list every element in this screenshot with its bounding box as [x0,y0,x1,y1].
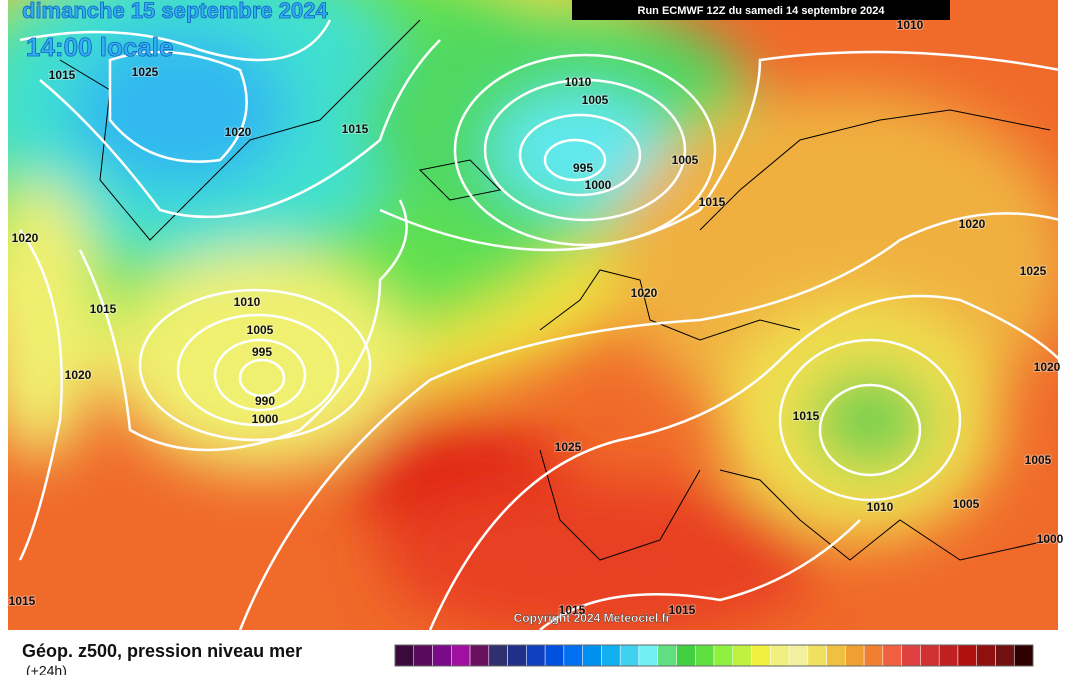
isobar-label: 1015 [559,603,586,617]
color-swatch [526,644,546,667]
color-swatch [451,644,471,667]
color-swatch [976,644,996,667]
forecast-date: dimanche 15 septembre 2024 [22,0,328,23]
color-swatch [694,644,715,667]
isobar-label: 1020 [225,125,252,139]
isobar-label: 1015 [669,603,696,617]
isobar-label: 1025 [1020,264,1047,278]
color-swatch [845,644,865,667]
isobar-label: 1005 [247,323,274,337]
isobar-label: 1020 [65,368,92,382]
run-banner [572,0,950,20]
isobar-label: 1020 [631,286,658,300]
color-scale-border [394,644,1034,667]
isobar-label: 990 [255,394,275,408]
isobar-label: 1000 [1037,532,1064,546]
color-swatch [882,644,902,667]
color-swatch [638,644,658,667]
copyright: Copyright 2024 Meteociel.fr [514,611,671,625]
isobar-label: 1020 [959,217,986,231]
color-swatch [544,644,565,667]
color-swatch [657,644,677,667]
color-swatch [863,644,884,667]
isobar-label: 1005 [1025,453,1052,467]
isobar-label: 1020 [1034,360,1061,374]
isobar-label: 1020 [12,231,39,245]
color-swatch [1013,644,1034,667]
color-swatch [601,644,621,667]
isobar-label: 1000 [252,412,279,426]
color-swatch [432,644,452,667]
color-swatch [788,644,809,667]
forecast-time: 14:00 locale [26,32,173,62]
isobar-label: 1010 [234,295,261,309]
isobar-label: 1000 [585,178,612,192]
isobar-label: 1025 [555,440,582,454]
map-field [8,0,1058,630]
isobar-label: 1015 [9,594,36,608]
isobar-label: 1025 [132,65,159,79]
isobar-label: 1005 [953,497,980,511]
color-swatch [488,644,508,667]
legend-subtitle: (+24h) [26,663,67,675]
color-swatch [995,644,1015,667]
color-swatch [507,644,527,667]
color-swatch [394,644,415,667]
isobar-label: 1015 [699,195,726,209]
color-swatch [563,644,583,667]
color-swatch [770,644,790,667]
color-scale [394,644,1034,667]
color-swatch [713,644,734,667]
color-swatch [732,644,752,667]
isobar-label: 1010 [897,18,924,32]
color-swatch [938,644,959,667]
isobar-label: 1015 [342,122,369,136]
color-swatch [469,644,490,667]
isobar-label: 1005 [672,153,699,167]
isobar-label: 995 [252,345,272,359]
legend-title: Géop. z500, pression niveau mer [22,641,302,661]
isobar-label: 1005 [582,93,609,107]
color-swatch [413,644,433,667]
color-swatch [751,644,771,667]
isobar-label: 1010 [867,500,894,514]
color-swatch [807,644,827,667]
isobar-label: 995 [573,161,593,175]
isobar-label: 1015 [90,302,117,316]
isobar-label: 1010 [565,75,592,89]
color-swatch [676,644,696,667]
isobar-label: 1015 [793,409,820,423]
run-info: Run ECMWF 12Z du samedi 14 septembre 202… [638,5,886,17]
isobar-label: 1015 [49,68,76,82]
color-swatch [582,644,602,667]
color-swatch [901,644,921,667]
color-swatch [957,644,977,667]
color-swatch [619,644,640,667]
color-swatch [920,644,940,667]
color-swatch [826,644,846,667]
